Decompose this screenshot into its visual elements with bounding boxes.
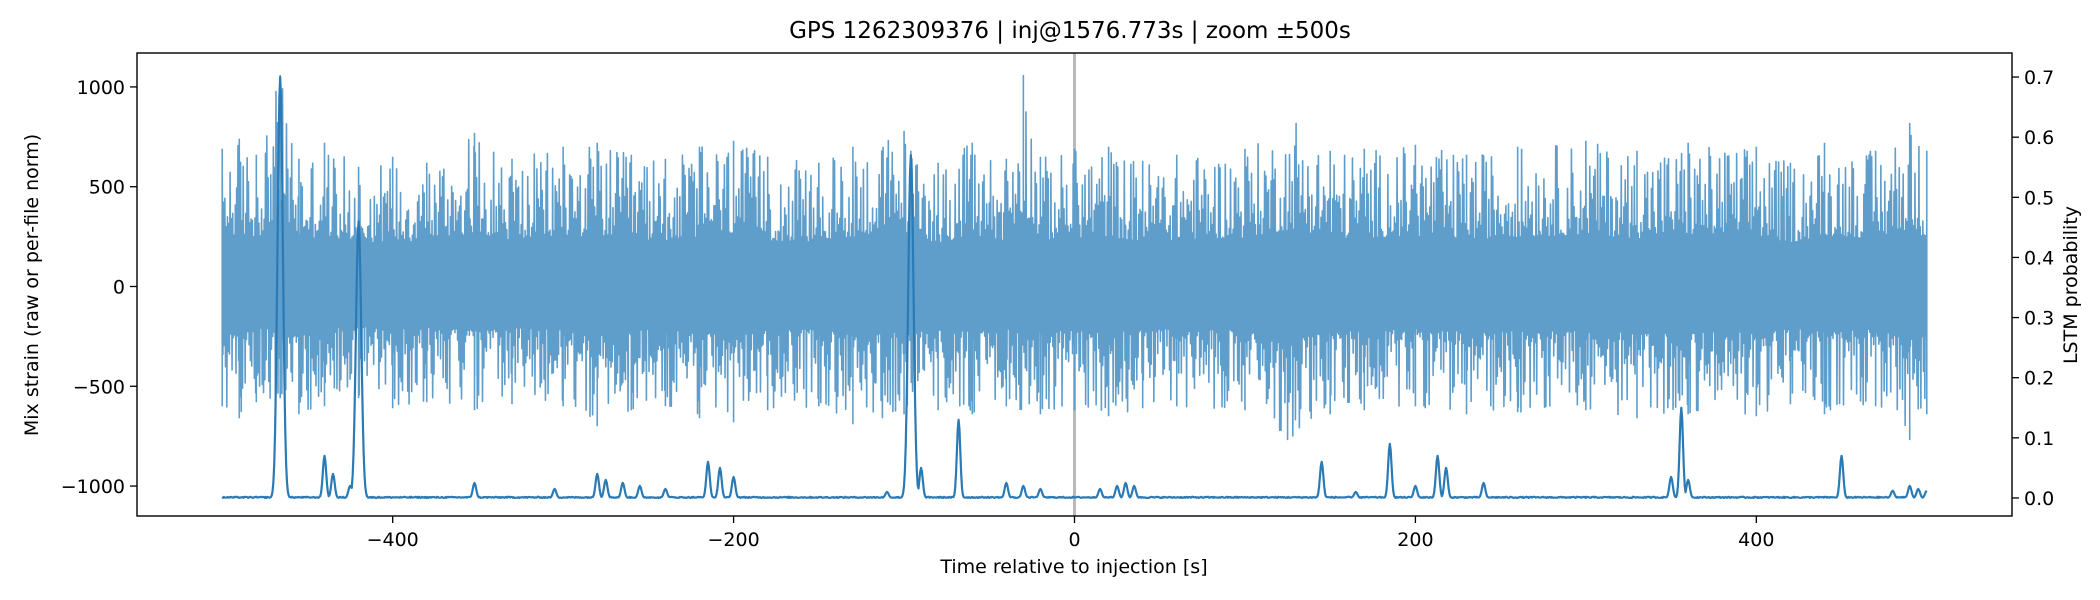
y-left-tick-label: 0 [113, 276, 125, 298]
y-right-tick-label: 0.2 [2024, 368, 2054, 390]
x-tick-label: 400 [1738, 529, 1774, 551]
x-axis: −400 −200 0 200 400 [367, 516, 1774, 551]
x-tick-label: −200 [707, 529, 759, 551]
y-right-tick-label: 0.0 [2024, 488, 2054, 510]
chart-title: GPS 1262309376 | inj@1576.773s | zoom ±5… [789, 18, 1351, 44]
strain-line [221, 74, 1928, 441]
probability-line [221, 75, 1928, 500]
y-axis-left-label: Mix strain (raw or per-file norm) [21, 134, 43, 436]
y-left-tick-label: −1000 [61, 476, 125, 498]
y-left-tick-label: −500 [73, 376, 125, 398]
x-axis-label: Time relative to injection [s] [939, 556, 1207, 578]
x-tick-label: −400 [367, 529, 419, 551]
y-axis-right-label: LSTM probability [2060, 206, 2082, 364]
y-left-tick-label: 500 [89, 177, 125, 199]
y-axis-right: 0.0 0.1 0.2 0.3 0.4 0.5 0.6 0.7 [2012, 67, 2054, 510]
y-right-tick-label: 0.7 [2024, 67, 2054, 89]
x-tick-label: 200 [1397, 529, 1433, 551]
y-right-tick-label: 0.5 [2024, 187, 2054, 209]
y-axis-left: −1000 −500 0 500 1000 [61, 77, 137, 498]
y-right-tick-label: 0.1 [2024, 428, 2054, 450]
plot-area [221, 53, 1928, 516]
y-right-tick-label: 0.6 [2024, 127, 2054, 149]
y-right-tick-label: 0.3 [2024, 308, 2054, 330]
x-tick-label: 0 [1068, 529, 1080, 551]
y-right-tick-label: 0.4 [2024, 247, 2054, 269]
probability-series [221, 75, 1928, 500]
y-left-tick-label: 1000 [77, 77, 125, 99]
strain-series [221, 74, 1928, 441]
